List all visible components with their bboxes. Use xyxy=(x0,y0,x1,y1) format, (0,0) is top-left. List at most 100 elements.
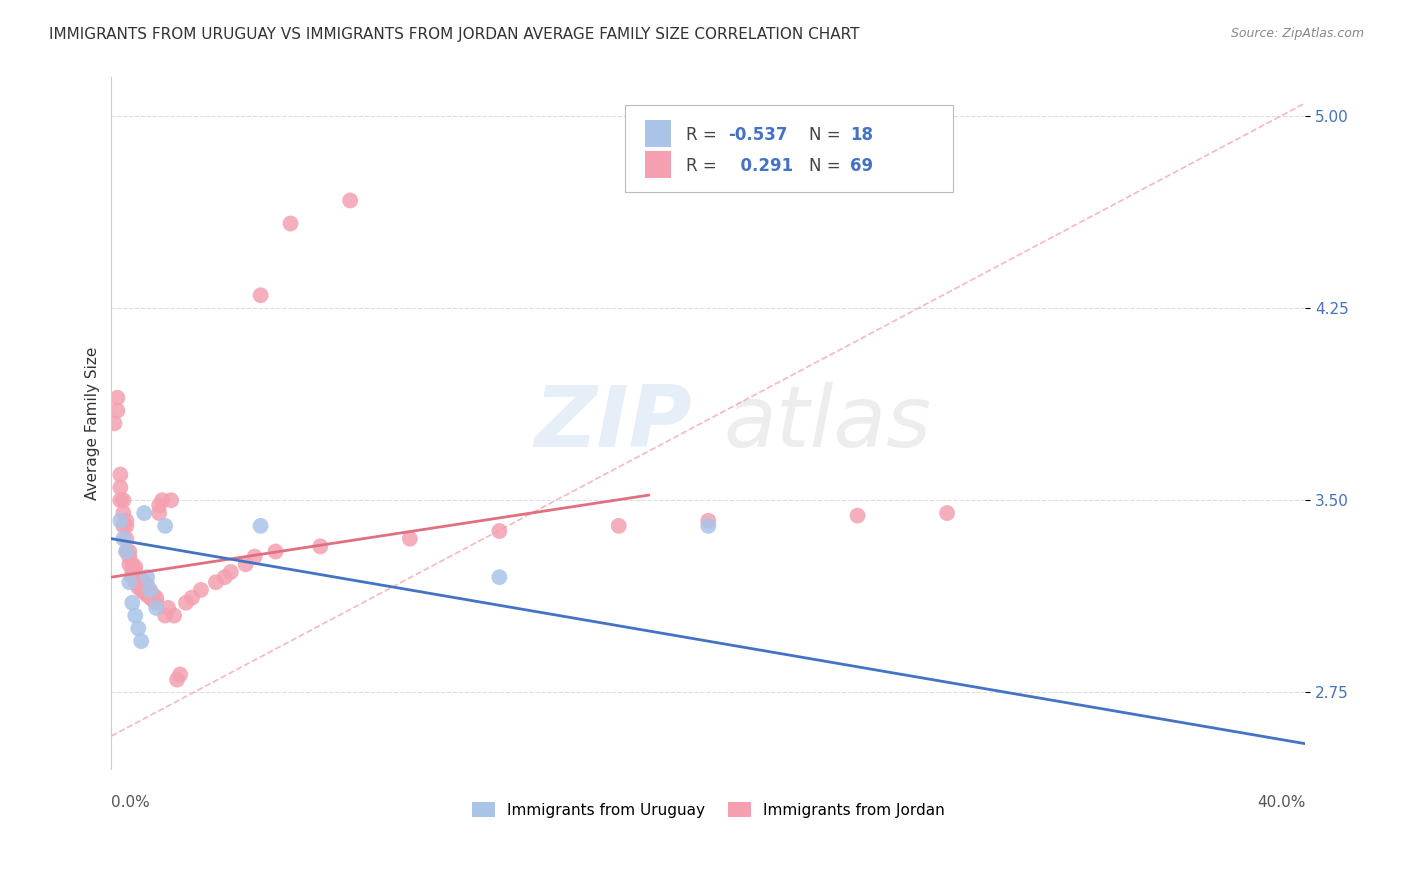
Point xyxy=(169,667,191,681)
Point xyxy=(115,514,138,528)
Point xyxy=(139,585,162,599)
Point xyxy=(145,591,167,605)
Point xyxy=(136,578,159,592)
Point xyxy=(181,591,204,605)
Text: 0.291: 0.291 xyxy=(728,157,793,175)
Point xyxy=(846,508,869,523)
Text: IMMIGRANTS FROM URUGUAY VS IMMIGRANTS FROM JORDAN AVERAGE FAMILY SIZE CORRELATIO: IMMIGRANTS FROM URUGUAY VS IMMIGRANTS FR… xyxy=(49,27,859,42)
Text: Source: ZipAtlas.com: Source: ZipAtlas.com xyxy=(1230,27,1364,40)
Text: atlas: atlas xyxy=(724,382,932,465)
Point xyxy=(145,600,167,615)
Point xyxy=(121,565,143,579)
Text: N =: N = xyxy=(808,126,845,144)
Point xyxy=(190,582,212,597)
Point xyxy=(139,591,162,605)
Text: R =: R = xyxy=(686,126,721,144)
Point xyxy=(205,575,228,590)
Point xyxy=(936,506,959,520)
Point xyxy=(127,575,149,590)
Point xyxy=(118,544,141,558)
Point xyxy=(153,608,176,623)
Point xyxy=(129,578,152,592)
Text: N =: N = xyxy=(808,157,845,175)
Point xyxy=(115,544,138,558)
Point xyxy=(399,532,422,546)
Point xyxy=(105,403,128,417)
Point xyxy=(112,506,135,520)
Text: 40.0%: 40.0% xyxy=(1257,795,1305,810)
Point xyxy=(129,573,152,587)
Point xyxy=(339,194,361,208)
Text: 69: 69 xyxy=(851,157,873,175)
Point xyxy=(214,570,236,584)
Point xyxy=(103,417,125,431)
Point xyxy=(112,493,135,508)
Point xyxy=(136,588,159,602)
Point xyxy=(129,634,152,648)
FancyBboxPatch shape xyxy=(624,105,953,192)
Point xyxy=(697,514,720,528)
Point xyxy=(145,596,167,610)
Point xyxy=(174,596,197,610)
Point xyxy=(110,480,132,494)
Point xyxy=(124,570,146,584)
Point xyxy=(105,391,128,405)
Point xyxy=(153,519,176,533)
Y-axis label: Average Family Size: Average Family Size xyxy=(86,347,100,500)
Point xyxy=(124,565,146,579)
Text: 0.0%: 0.0% xyxy=(111,795,150,810)
Point xyxy=(124,575,146,590)
Point xyxy=(697,519,720,533)
Point xyxy=(142,588,165,602)
Point xyxy=(118,575,141,590)
Text: ZIP: ZIP xyxy=(534,382,692,465)
Point xyxy=(264,544,287,558)
Point xyxy=(134,506,156,520)
Text: 18: 18 xyxy=(851,126,873,144)
Point xyxy=(488,570,510,584)
Point xyxy=(127,580,149,594)
Point xyxy=(607,519,630,533)
Text: R =: R = xyxy=(686,157,721,175)
Point xyxy=(148,499,170,513)
Point xyxy=(142,593,165,607)
Point xyxy=(249,519,271,533)
Point xyxy=(110,493,132,508)
Point xyxy=(121,570,143,584)
Point xyxy=(112,519,135,533)
Point xyxy=(112,532,135,546)
Point xyxy=(121,558,143,572)
Point xyxy=(309,540,332,554)
Point xyxy=(127,621,149,635)
Point xyxy=(121,596,143,610)
Point xyxy=(118,558,141,572)
Point xyxy=(134,580,156,594)
Legend: Immigrants from Uruguay, Immigrants from Jordan: Immigrants from Uruguay, Immigrants from… xyxy=(465,796,950,824)
Point xyxy=(115,532,138,546)
Text: -0.537: -0.537 xyxy=(728,126,789,144)
Point xyxy=(115,519,138,533)
Point xyxy=(243,549,266,564)
Point xyxy=(166,673,188,687)
Point xyxy=(219,565,242,579)
Point xyxy=(134,575,156,590)
Point xyxy=(157,600,180,615)
Point xyxy=(139,582,162,597)
Point xyxy=(124,560,146,574)
Point xyxy=(280,217,302,231)
Point xyxy=(160,493,183,508)
Point xyxy=(148,506,170,520)
Point xyxy=(110,467,132,482)
Point xyxy=(1085,785,1108,799)
Point xyxy=(136,582,159,597)
Point xyxy=(129,582,152,597)
Point xyxy=(127,570,149,584)
Point xyxy=(110,514,132,528)
Point xyxy=(1085,788,1108,802)
Point xyxy=(124,608,146,623)
Point xyxy=(136,570,159,584)
FancyBboxPatch shape xyxy=(645,120,671,146)
Point xyxy=(134,585,156,599)
Point xyxy=(163,608,186,623)
FancyBboxPatch shape xyxy=(645,152,671,178)
